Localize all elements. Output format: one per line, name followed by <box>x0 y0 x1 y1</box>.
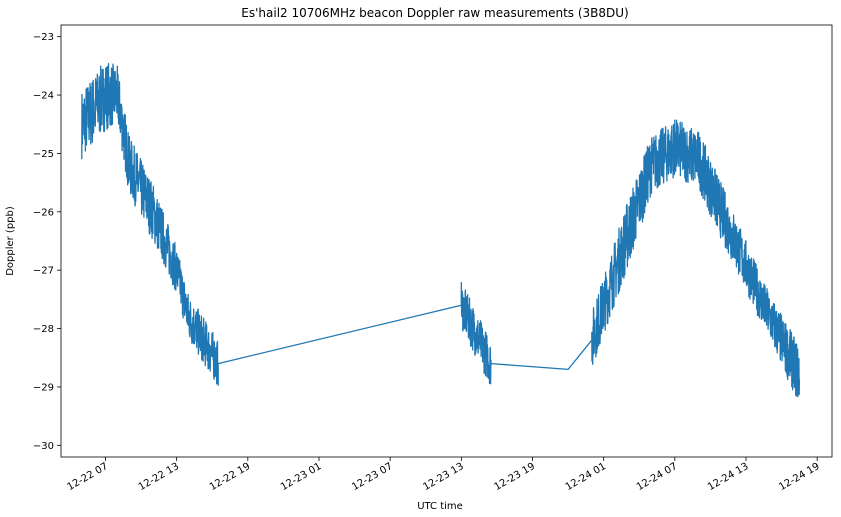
y-tick-label: −26 <box>33 207 54 218</box>
y-tick-label: −25 <box>33 149 54 160</box>
x-tick-label: 12-24 19 <box>777 461 821 493</box>
x-axis-ticks: 12-22 07 12-22 13 12-22 19 12-23 01 12-23 07… <box>66 457 822 493</box>
x-tick-label: 12-24 01 <box>564 461 608 493</box>
y-tick-label: −23 <box>33 32 54 43</box>
x-tick-label: 12-22 07 <box>66 461 110 493</box>
y-axis-title: Doppler (ppb) <box>5 206 16 276</box>
y-tick-label: −27 <box>33 266 54 277</box>
x-tick-label: 12-22 13 <box>137 461 181 493</box>
y-tick-label: −30 <box>33 441 54 452</box>
x-tick-label: 12-24 07 <box>635 461 679 493</box>
x-tick-label: 12-23 13 <box>421 461 465 493</box>
plot-frame <box>60 24 833 458</box>
y-tick-label: −24 <box>33 91 54 102</box>
plot-area: 12-22 07 12-22 13 12-22 19 12-23 01 12-23 07… <box>33 24 833 493</box>
chart-title: Es'hail2 10706MHz beacon Doppler raw mea… <box>241 6 628 20</box>
x-tick-label: 12-22 19 <box>208 461 252 493</box>
x-tick-label: 12-24 13 <box>706 461 750 493</box>
y-tick-label: −28 <box>33 324 54 335</box>
doppler-series-line <box>81 62 801 398</box>
x-axis-title: UTC time <box>417 501 463 512</box>
x-tick-label: 12-23 19 <box>493 461 537 493</box>
y-tick-label: −29 <box>33 382 54 393</box>
series-group <box>81 62 801 398</box>
x-tick-label: 12-23 01 <box>279 461 323 493</box>
x-tick-label: 12-23 07 <box>350 461 394 493</box>
y-axis-ticks: −23 −24 −25 −26 −27 −28 −29 −30 <box>33 32 61 452</box>
